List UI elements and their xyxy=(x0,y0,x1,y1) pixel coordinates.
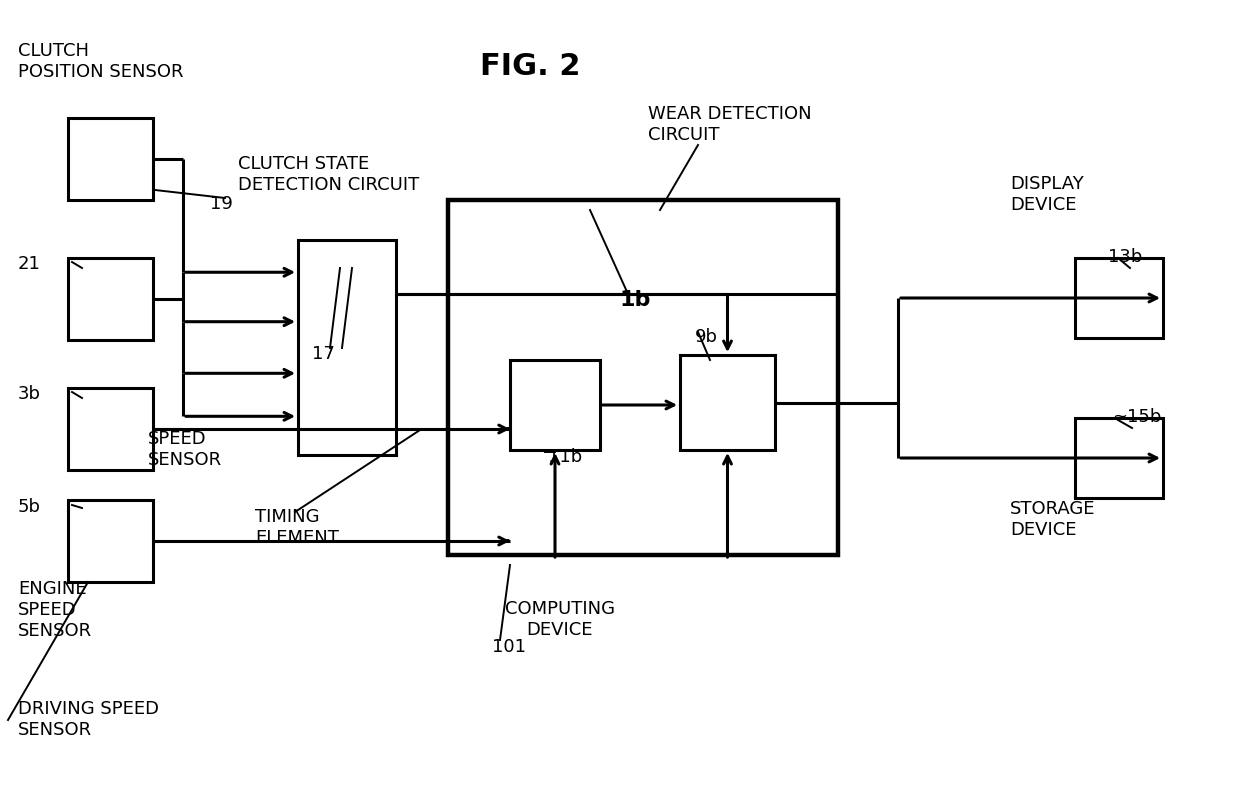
Text: FIG. 2: FIG. 2 xyxy=(480,52,580,81)
Text: 9b: 9b xyxy=(694,328,718,346)
Text: DISPLAY
DEVICE: DISPLAY DEVICE xyxy=(1011,175,1084,214)
Text: 11b: 11b xyxy=(548,448,583,466)
Text: TIMING
ELEMENT: TIMING ELEMENT xyxy=(255,508,339,546)
Text: 17: 17 xyxy=(312,345,335,363)
Text: 1b: 1b xyxy=(620,290,651,310)
Text: COMPUTING
DEVICE: COMPUTING DEVICE xyxy=(505,600,615,639)
Text: DRIVING SPEED
SENSOR: DRIVING SPEED SENSOR xyxy=(19,700,159,739)
Bar xyxy=(1075,258,1163,338)
Text: 21: 21 xyxy=(19,255,41,273)
Text: CLUTCH STATE
DETECTION CIRCUIT: CLUTCH STATE DETECTION CIRCUIT xyxy=(238,155,419,193)
Text: STORAGE
DEVICE: STORAGE DEVICE xyxy=(1011,500,1095,538)
Text: WEAR DETECTION
CIRCUIT: WEAR DETECTION CIRCUIT xyxy=(649,105,812,143)
Text: 3b: 3b xyxy=(19,385,41,403)
Bar xyxy=(1075,418,1163,498)
Bar xyxy=(68,388,153,470)
Bar xyxy=(68,118,153,200)
Bar xyxy=(298,240,396,455)
Text: 13b: 13b xyxy=(1109,248,1142,266)
Text: ~15b: ~15b xyxy=(1112,408,1162,426)
Text: 5b: 5b xyxy=(19,498,41,516)
Bar xyxy=(68,500,153,582)
Bar xyxy=(510,360,600,450)
Text: ENGINE
SPEED
SENSOR: ENGINE SPEED SENSOR xyxy=(19,580,92,640)
Bar xyxy=(448,200,838,555)
Text: CLUTCH
POSITION SENSOR: CLUTCH POSITION SENSOR xyxy=(19,42,184,81)
Text: SPEED
SENSOR: SPEED SENSOR xyxy=(148,430,222,469)
Bar xyxy=(680,355,775,450)
Text: 101: 101 xyxy=(492,638,526,656)
Bar xyxy=(68,258,153,340)
Text: 19: 19 xyxy=(210,195,233,213)
